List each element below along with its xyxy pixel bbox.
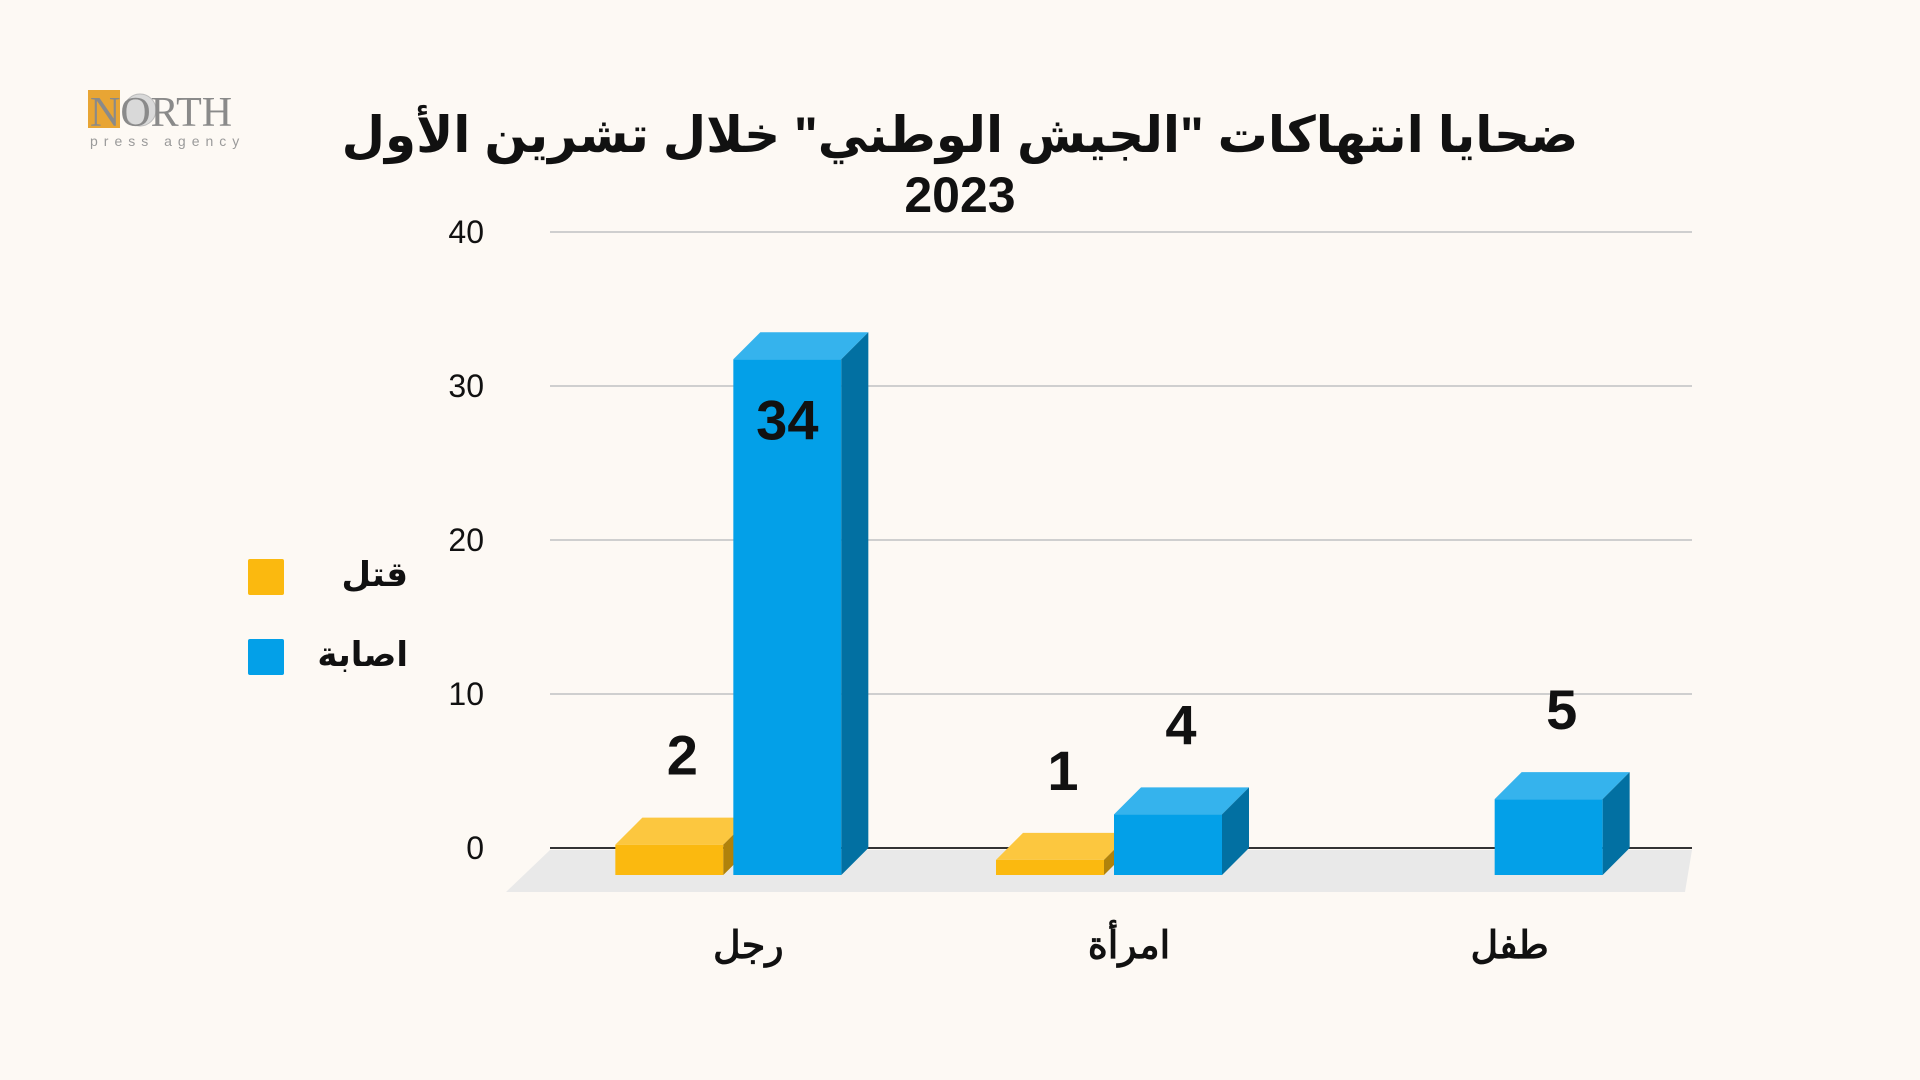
north-press-agency-logo: NORTH press agency	[86, 86, 296, 152]
chart-legend: قتل اصابة	[248, 555, 408, 715]
globe-icon	[123, 93, 157, 127]
bar	[1494, 799, 1603, 875]
data-label: 1	[1047, 739, 1078, 802]
x-category-label: رجل	[713, 925, 784, 968]
logo-graphic: NORTH press agency	[88, 90, 245, 149]
y-tick-label: 30	[448, 368, 484, 404]
bar	[733, 359, 842, 875]
bar-top-face	[615, 817, 751, 845]
logo-square	[88, 90, 120, 128]
bar-top-face	[733, 332, 869, 360]
bar-top-face	[1494, 772, 1630, 800]
bar-top-face	[996, 832, 1131, 860]
bar-side-face	[841, 332, 869, 875]
legend-swatch-killed	[248, 559, 284, 595]
x-category-label: طفل	[1471, 925, 1549, 967]
legend-item-injured[interactable]: اصابة	[248, 635, 408, 677]
data-label: 4	[1165, 693, 1196, 756]
bar-side-face	[1602, 772, 1630, 875]
bar	[996, 859, 1104, 875]
x-category-label: امرأة	[1088, 919, 1170, 968]
data-label: 2	[667, 724, 698, 787]
logo-main-text: NORTH	[90, 90, 232, 136]
chart-title: ضحايا انتهاكات "الجيش الوطني" خلال تشرين…	[341, 107, 1579, 223]
legend-label-injured: اصابة	[317, 636, 408, 674]
legend-label-killed: قتل	[341, 556, 409, 594]
legend-item-killed[interactable]: قتل	[248, 555, 408, 597]
data-label: 5	[1546, 678, 1577, 741]
bar	[1114, 814, 1222, 875]
data-label: 34	[756, 388, 818, 451]
bar-top-face	[1114, 787, 1249, 815]
bar-side-face	[1222, 787, 1249, 875]
y-tick-label: 10	[448, 676, 484, 712]
legend-swatch-injured	[248, 639, 284, 675]
bar	[615, 844, 724, 875]
logo-sub-text: press agency	[90, 133, 245, 149]
y-tick-label: 40	[448, 214, 484, 250]
y-tick-label: 20	[448, 522, 484, 558]
y-tick-label: 0	[466, 830, 484, 866]
